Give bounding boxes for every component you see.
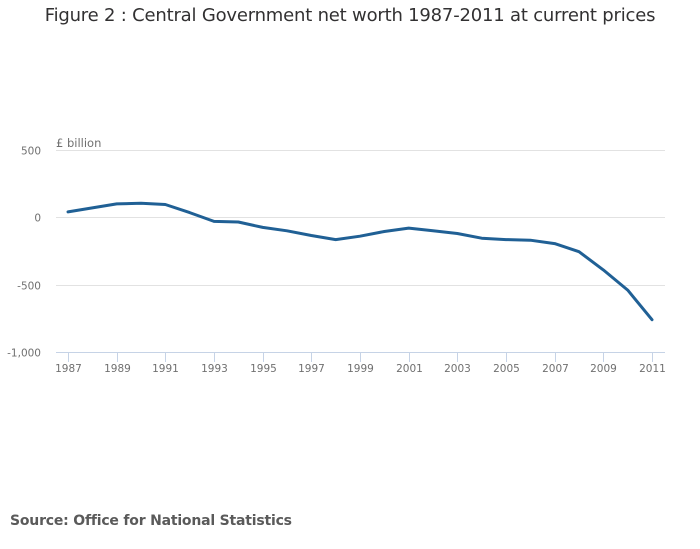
y-tick-label: -1,000 [7,348,41,360]
y-tick-label: 500 [21,146,41,158]
x-tick-label: 2009 [590,363,617,375]
chart-title: Figure 2 : Central Government net worth … [44,5,656,26]
x-axis: 1987 1989 1991 1993 1995 1997 1999 2001 2003 2005… [55,352,666,375]
y-tick-label: -500 [17,281,41,293]
series-line [66,201,654,322]
x-tick-label: 1993 [201,363,228,375]
y-tick-label: 0 [34,213,41,225]
x-tick-label: 2005 [493,363,520,375]
source-note: Source: Office for National Statistics [10,513,292,529]
gridlines [56,150,665,353]
y-axis-unit-label: £ billion [56,136,101,150]
x-tick-label: 1995 [250,363,277,375]
series-layer [66,201,654,322]
x-tick-label: 1991 [152,363,179,375]
x-tick-label: 2007 [542,363,569,375]
x-tick-label: 2011 [639,363,666,375]
x-tick-label: 1999 [347,363,374,375]
x-tick-label: 1987 [55,363,82,375]
x-tick-label: 2001 [396,363,423,375]
x-tick-label: 1989 [104,363,131,375]
x-tick-label: 2003 [444,363,471,375]
y-axis: 500 0 -500 -1,000 [7,146,41,360]
x-tick-label: 1997 [298,363,325,375]
